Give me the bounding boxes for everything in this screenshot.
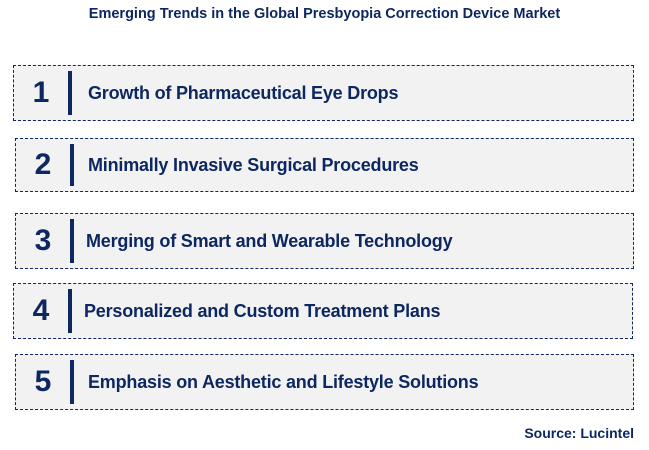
trend-number: 4 — [32, 294, 50, 327]
trend-label: Merging of Smart and Wearable Technology — [86, 230, 453, 251]
divider-bar — [70, 219, 74, 263]
divider-bar — [68, 71, 72, 115]
trend-label: Personalized and Custom Treatment Plans — [84, 300, 441, 321]
trend-number: 5 — [34, 365, 52, 398]
divider-bar — [70, 360, 74, 404]
trend-item-4: 4 Personalized and Custom Treatment Plan… — [13, 283, 633, 339]
divider-bar — [68, 289, 72, 333]
trend-item-1: 1 Growth of Pharmaceutical Eye Drops — [13, 65, 634, 121]
trend-number: 2 — [34, 148, 52, 181]
trend-label: Growth of Pharmaceutical Eye Drops — [88, 82, 399, 103]
diagram-title: Emerging Trends in the Global Presbyopia… — [88, 6, 561, 22]
divider-bar — [70, 144, 74, 186]
trend-label: Minimally Invasive Surgical Procedures — [88, 154, 419, 175]
trend-number: 3 — [34, 224, 52, 257]
source-credit: Source: Lucintel — [524, 425, 634, 441]
trend-number: 1 — [32, 76, 50, 109]
trend-item-5: 5 Emphasis on Aesthetic and Lifestyle So… — [15, 354, 634, 410]
trend-label: Emphasis on Aesthetic and Lifestyle Solu… — [88, 371, 479, 392]
trend-item-3: 3 Merging of Smart and Wearable Technolo… — [15, 213, 634, 269]
trend-item-2: 2 Minimally Invasive Surgical Procedures — [15, 138, 634, 192]
